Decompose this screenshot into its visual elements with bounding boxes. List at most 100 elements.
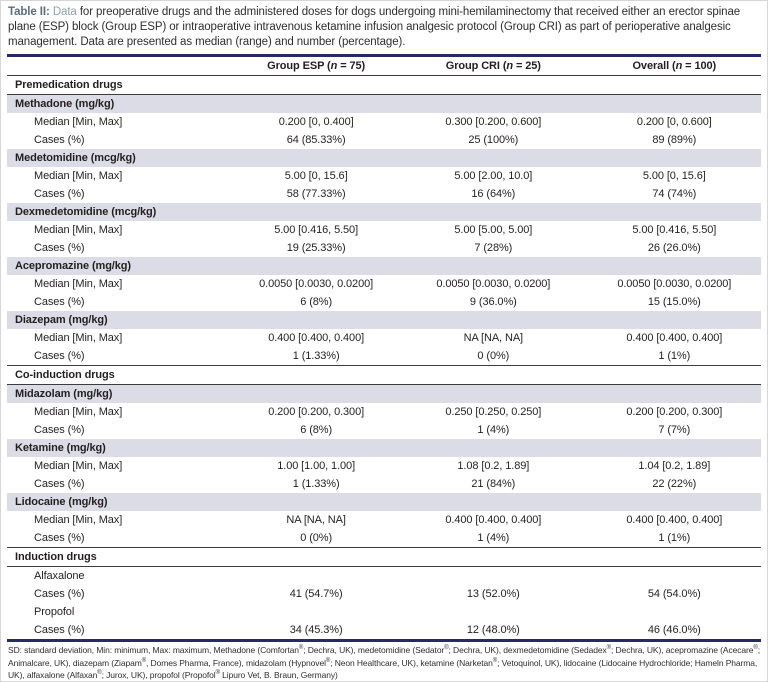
row-label: Median [Min, Max] [34, 170, 123, 182]
registered-mark: ® [753, 645, 758, 652]
cell-value: 0 (0%) [477, 350, 510, 362]
header-empty-cell [7, 57, 233, 76]
data-row: Cases (%) 64 (85.33%) 25 (100%) 89 (89%) [7, 131, 761, 149]
registered-mark: ® [606, 645, 611, 652]
cell-value: 0.400 [0.400, 0.400] [268, 332, 365, 344]
table-body: Premedication drugs Methadone (mg/kg) Medi… [7, 75, 761, 640]
row-label: Cases (%) [34, 478, 85, 490]
row-label: Cases (%) [34, 134, 85, 146]
data-row: Cases (%) 58 (77.33%) 16 (64%) 74 (74%) [7, 185, 761, 203]
data-row: Cases (%) 19 (25.33%) 7 (28%) 26 (26.0%) [7, 239, 761, 257]
table-top-rule [7, 54, 761, 57]
data-row: Median [Min, Max] NA [NA, NA] 0.400 [0.400… [7, 511, 761, 529]
data-row: Median [Min, Max] 0.400 [0.400, 0.400] NA … [7, 329, 761, 347]
cell-value: 0.200 [0, 0.400] [278, 116, 354, 128]
row-label: Cases (%) [34, 350, 85, 362]
cell-value: 1.00 [1.00, 1.00] [277, 460, 356, 472]
cell-value: 6 (8%) [300, 424, 333, 436]
column-header-2: Overall (n = 100) [632, 60, 717, 72]
cell-value: 0.400 [0.400, 0.400] [626, 332, 723, 344]
cell-value: 21 (84%) [471, 478, 516, 490]
drug-doses-table: Group ESP (n = 75) Group CRI (n = 25) Over… [7, 57, 761, 639]
cell-value: 7 (7%) [658, 424, 691, 436]
cell-value: 46 (46.0%) [647, 624, 701, 636]
cell-value: 12 (48.0%) [466, 624, 520, 636]
row-label: Cases (%) [34, 296, 85, 308]
cell-value: 22 (22%) [652, 478, 697, 490]
registered-mark: ® [492, 657, 498, 664]
table-footnote: SD: standard deviation, Min: minimum, Ma… [8, 645, 760, 680]
section-label: Premedication drugs [7, 75, 761, 95]
cell-value: 41 (54.7%) [289, 588, 343, 600]
cell-value: 1.04 [0.2, 1.89] [638, 460, 711, 472]
cell-value: 34 (45.3%) [289, 624, 343, 636]
section-row: Premedication drugs [7, 75, 761, 95]
data-row: Median [Min, Max] 0.0050 [0.0030, 0.0200]… [7, 275, 761, 293]
data-row: Cases (%) 1 (1.33%) 0 (0%) 1 (1%) [7, 347, 761, 366]
cell-value: 5.00 [5.00, 5.00] [454, 224, 533, 236]
drug-label: Midazolam (mg/kg) [7, 384, 761, 403]
cell-value: 16 (64%) [471, 188, 516, 200]
drug-row: Lidocaine (mg/kg) [7, 493, 761, 511]
data-row: Cases (%) 0 (0%) 1 (4%) 1 (1%) [7, 529, 761, 548]
data-row: Propofol [7, 603, 761, 621]
data-row: Median [Min, Max] 5.00 [0, 15.6] 5.00 [2.0… [7, 167, 761, 185]
row-label: Cases (%) [34, 188, 85, 200]
row-label: Cases (%) [34, 624, 85, 636]
cell-value: 1 (4%) [477, 424, 510, 436]
data-row: Median [Min, Max] 5.00 [0.416, 5.50] 5.00 … [7, 221, 761, 239]
data-row: Median [Min, Max] 0.200 [0.200, 0.300] 0.2… [7, 403, 761, 421]
drug-label: Dexmedetomidine (mcg/kg) [7, 203, 761, 221]
cell-value [588, 567, 761, 586]
cell-value: 54 (54.0%) [647, 588, 701, 600]
registered-mark: ® [97, 670, 102, 677]
cell-value: 0 (0%) [300, 532, 333, 544]
cell-value: 6 (8%) [300, 296, 333, 308]
column-header-1: Group CRI (n = 25) [445, 60, 541, 72]
cell-value: 5.00 [0.416, 5.50] [274, 224, 359, 236]
section-row: Induction drugs [7, 547, 761, 567]
section-row: Co-induction drugs [7, 365, 761, 385]
cell-value: 5.00 [0, 15.6] [284, 170, 348, 182]
cell-value: 0.300 [0.200, 0.600] [445, 116, 542, 128]
column-header-0: Group ESP (n = 75) [267, 60, 366, 72]
row-label: Median [Min, Max] [34, 116, 123, 128]
cell-value: NA [NA, NA] [286, 514, 346, 526]
cell-value: 1.08 [0.2, 1.89] [457, 460, 530, 472]
drug-row: Acepromazine (mg/kg) [7, 257, 761, 275]
cell-value: 0.200 [0.200, 0.300] [626, 406, 723, 418]
table-caption: Table II: Data for preoperative drugs an… [8, 5, 761, 50]
drug-row: Ketamine (mg/kg) [7, 439, 761, 457]
row-label: Alfaxalone [34, 570, 85, 582]
registered-mark: ® [325, 657, 331, 664]
cell-value: 19 (25.33%) [286, 242, 346, 254]
cell-value [233, 603, 399, 621]
cell-value: 58 (77.33%) [286, 188, 346, 200]
data-row: Median [Min, Max] 1.00 [1.00, 1.00] 1.08 [… [7, 457, 761, 475]
cell-value: 5.00 [0, 15.6] [642, 170, 706, 182]
row-label: Median [Min, Max] [34, 514, 123, 526]
data-row: Cases (%) 6 (8%) 9 (36.0%) 15 (15.0%) [7, 293, 761, 311]
data-row: Cases (%) 41 (54.7%) 13 (52.0%) 54 (54.0%) [7, 585, 761, 603]
cell-value: NA [NA, NA] [463, 332, 524, 344]
data-row: Cases (%) 6 (8%) 1 (4%) 7 (7%) [7, 421, 761, 439]
cell-value: 64 (85.33%) [286, 134, 346, 146]
table-caption-lead: Data [52, 6, 77, 18]
data-row: Cases (%) 34 (45.3%) 12 (48.0%) 46 (46.0%) [7, 621, 761, 639]
table-bottom-rule [7, 639, 761, 642]
cell-value: 9 (36.0%) [469, 296, 517, 308]
drug-row: Medetomidine (mcg/kg) [7, 149, 761, 167]
cell-value: 0.250 [0.250, 0.250] [445, 406, 542, 418]
data-row: Cases (%) 1 (1.33%) 21 (84%) 22 (22%) [7, 475, 761, 493]
cell-value: 1 (1%) [658, 350, 691, 362]
row-label: Median [Min, Max] [34, 224, 123, 236]
cell-value: 89 (89%) [652, 134, 697, 146]
row-label: Median [Min, Max] [34, 460, 123, 472]
drug-label: Diazepam (mg/kg) [7, 311, 761, 329]
cell-value: 0.400 [0.400, 0.400] [445, 514, 542, 526]
registered-mark: ® [141, 657, 147, 664]
data-row: Alfaxalone [7, 567, 761, 586]
cell-value: 0.0050 [0.0030, 0.0200] [617, 278, 732, 290]
cell-value: 15 (15.0%) [647, 296, 701, 308]
